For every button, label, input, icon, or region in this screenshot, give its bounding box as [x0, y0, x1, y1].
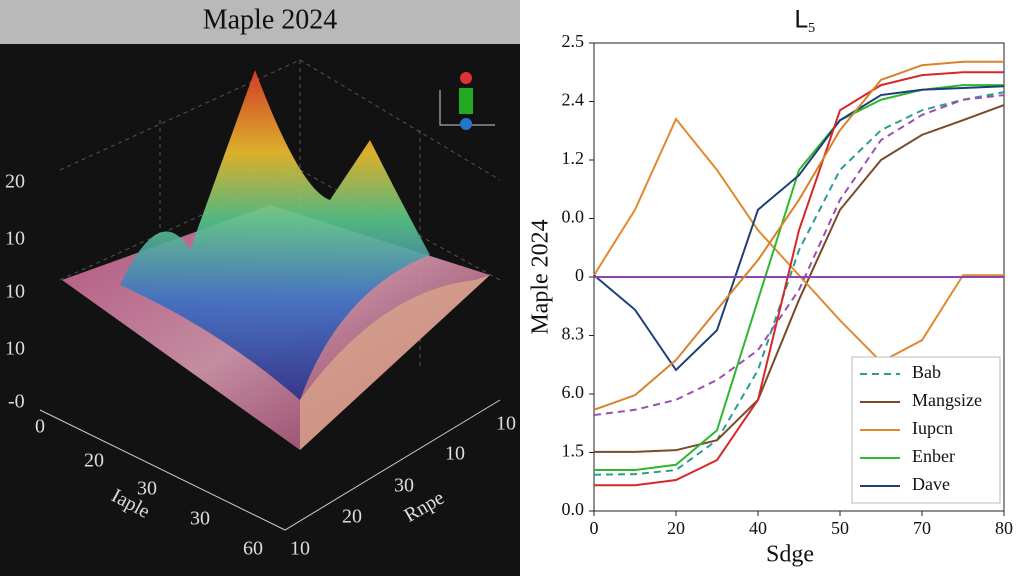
legend-label: Iupcn — [912, 418, 953, 438]
x-tick-label: 30 — [137, 478, 157, 500]
view-widget — [459, 72, 473, 130]
surface-peaks — [120, 70, 430, 400]
legend-label: Dave — [912, 474, 950, 494]
y-tick-label: 1.5 — [562, 441, 585, 461]
y-tick-label: 2.4 — [562, 90, 585, 110]
x-tick-label: 20 — [84, 450, 104, 472]
x-tick-label: 50 — [831, 518, 849, 538]
y-tick-label: 10 — [290, 538, 310, 560]
axes-3d — [39, 90, 501, 531]
z-tick-label: 10 — [5, 281, 25, 303]
series-line — [593, 94, 1005, 417]
legend-label: Mangsize — [912, 390, 982, 410]
widget-dot — [460, 118, 472, 130]
legend-label: Enber — [912, 446, 955, 466]
widget-body — [459, 88, 473, 114]
line-chart: Ⅼ₅ Sdge Maple 2024 0.01.56.08.300.01.22.… — [528, 8, 1014, 568]
y-tick-label: 8.3 — [562, 324, 585, 344]
legend-label: Bab — [912, 362, 941, 382]
z-tick-label: 10 — [5, 228, 25, 250]
x-tick-label: 40 — [749, 518, 767, 538]
widget-dot — [460, 72, 472, 84]
surface-panel: Maple 2024 20 10 10 10 -0 0 20 30 30 60 … — [0, 0, 520, 576]
surface-front — [300, 275, 490, 450]
x-tick-label: 60 — [243, 538, 263, 560]
x-tick-label: 0 — [590, 518, 599, 538]
series-line — [594, 104, 1005, 453]
x-tick-label: 0 — [35, 416, 45, 438]
x-tick-label: 70 — [913, 518, 931, 538]
y-tick-label: 1.2 — [562, 148, 585, 168]
y-tick-label: 2.5 — [562, 31, 585, 51]
series-line — [593, 85, 1005, 372]
widget-axes — [439, 90, 495, 126]
z-tick-label: -0 — [8, 391, 25, 413]
x-tick-label: 20 — [667, 518, 685, 538]
y-tick-label: 0.0 — [562, 499, 585, 519]
y-tick-label: 20 — [342, 506, 362, 528]
y-tick-label: 10 — [445, 443, 465, 465]
y-tick-label: 6.0 — [562, 382, 585, 402]
series-line — [593, 117, 1004, 364]
z-tick-label: 10 — [5, 338, 25, 360]
y-tick-label: 0 — [575, 265, 584, 285]
y-tick-label: 30 — [394, 475, 414, 497]
series-line — [593, 91, 1005, 476]
title-bar — [0, 0, 520, 44]
y-tick-label: 10 — [496, 413, 516, 435]
x-axis-label: Sdge — [766, 542, 814, 568]
series-line — [594, 71, 1004, 487]
y-axis-label: Maple 2024 — [528, 219, 554, 334]
z-tick-label: 20 — [5, 171, 25, 193]
y-tick-label: 0.0 — [562, 207, 585, 227]
panel-title: Maple 2024 — [203, 4, 338, 35]
series-line — [593, 60, 1004, 411]
x-tick-label: 30 — [190, 508, 210, 530]
x-tick-label: 80 — [995, 518, 1013, 538]
chart-title: Ⅼ₅ — [794, 8, 816, 34]
axis-lines — [39, 399, 501, 531]
